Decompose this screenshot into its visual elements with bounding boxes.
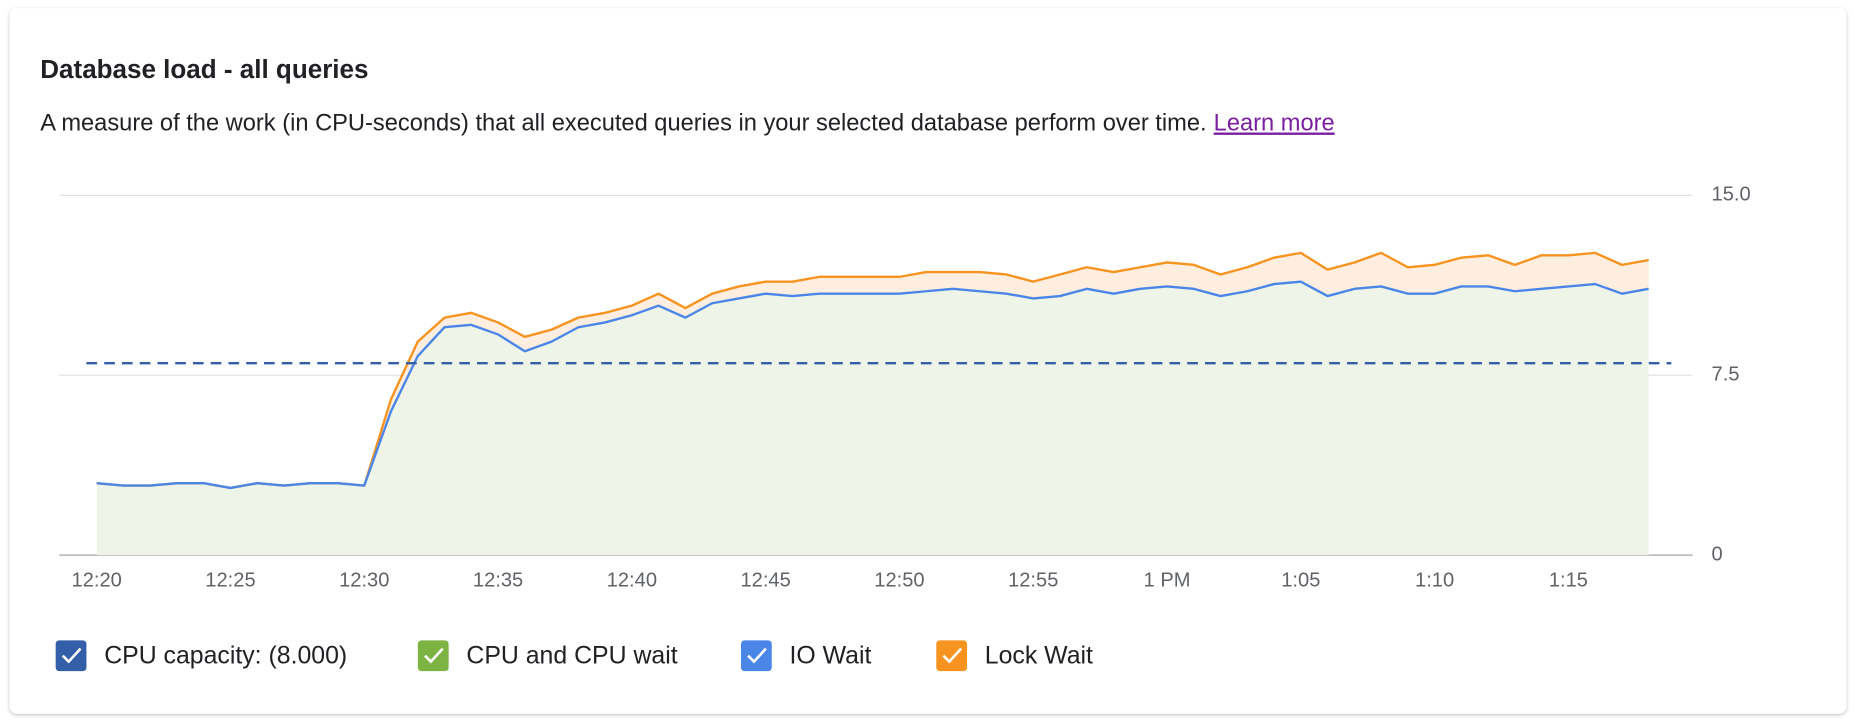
- learn-more-link[interactable]: Learn more: [1214, 111, 1335, 137]
- legend-checkbox[interactable]: [417, 640, 449, 672]
- check-icon: [61, 647, 82, 664]
- check-icon: [747, 647, 767, 664]
- x-tick-label: 1 PM: [1144, 569, 1191, 591]
- x-tick-label: 1:05: [1281, 569, 1320, 591]
- legend-item[interactable]: CPU and CPU wait: [417, 640, 678, 672]
- x-tick-label: 1:10: [1415, 569, 1454, 591]
- x-tick-label: 12:25: [205, 569, 255, 591]
- check-icon: [942, 647, 963, 664]
- legend-item[interactable]: Lock Wait: [936, 640, 1093, 672]
- series-line: [96, 280, 1649, 490]
- x-tick-label: 12:55: [1008, 569, 1058, 591]
- legend-checkbox[interactable]: [740, 640, 772, 672]
- area-fill: [96, 281, 1649, 556]
- y-tick-label: 15.0: [1712, 184, 1751, 206]
- x-tick-label: 12:30: [339, 569, 389, 591]
- x-tick-label: 12:20: [72, 569, 122, 591]
- y-tick-label: 7.5: [1712, 364, 1740, 386]
- check-icon: [424, 647, 444, 664]
- legend-item[interactable]: CPU capacity: (8.000): [55, 640, 348, 672]
- title: Database load - all queries: [40, 54, 368, 84]
- legend-checkbox[interactable]: [55, 640, 87, 672]
- legend-checkbox[interactable]: [936, 640, 968, 672]
- x-tick-label: 12:35: [473, 569, 523, 591]
- subtitle: A measure of the work (in CPU-seconds) t…: [40, 111, 1206, 137]
- x-tick-label: 12:50: [874, 569, 924, 591]
- legend-label: CPU capacity: (8.000): [104, 642, 347, 669]
- legend-label: Lock Wait: [985, 642, 1093, 669]
- x-tick-label: 1:15: [1549, 569, 1588, 591]
- legend-item[interactable]: IO Wait: [740, 640, 872, 672]
- x-tick-label: 12:45: [740, 569, 790, 591]
- legend-label: CPU and CPU wait: [466, 642, 677, 669]
- legend-label: IO Wait: [790, 642, 872, 669]
- x-tick-label: 12:40: [607, 569, 657, 591]
- y-tick-label: 0: [1712, 543, 1723, 565]
- area-fill: [96, 252, 1649, 488]
